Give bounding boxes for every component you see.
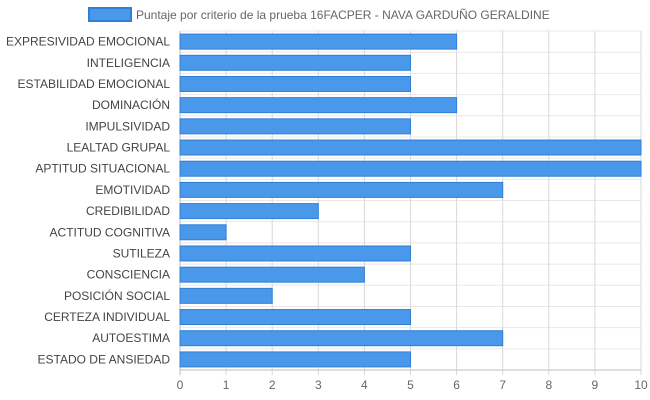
category-label: INTELIGENCIA [87,56,170,70]
x-tick-label: 6 [453,378,460,392]
category-label: POSICIÓN SOCIAL [64,288,170,303]
x-tick-label: 4 [361,378,368,392]
bar[interactable] [179,181,504,198]
bar[interactable] [179,118,411,135]
x-tick-label: 2 [269,378,276,392]
bar[interactable] [179,75,411,92]
bar[interactable] [179,309,411,326]
x-tick-label: 8 [545,378,552,392]
category-label: SUTILEZA [113,246,170,260]
category-label: EXPRESIVIDAD EMOCIONAL [6,35,170,49]
category-label: LEALTAD GRUPAL [67,141,171,155]
x-tick-label: 10 [634,378,648,392]
x-tick-label: 9 [592,378,599,392]
category-label: DOMINACIÓN [92,97,170,112]
bar[interactable] [179,351,411,368]
bar[interactable] [179,245,411,262]
bar[interactable] [179,287,273,304]
bar[interactable] [179,224,227,241]
legend-label[interactable]: Puntaje por criterio de la prueba 16FACP… [136,8,550,22]
category-label: APTITUD SITUACIONAL [35,162,170,176]
category-label: ESTADO DE ANSIEDAD [38,352,171,366]
category-labels: EXPRESIVIDAD EMOCIONAL INTELIGENCIA ESTABI… [6,35,170,367]
category-label: AUTOESTIMA [92,331,170,345]
x-tick-labels: 0 1 2 3 4 5 6 7 8 9 10 [177,378,648,392]
category-label: ESTABILIDAD EMOCIONAL [18,77,171,91]
bar[interactable] [179,203,319,220]
category-label: IMPULSIVIDAD [85,119,170,133]
bar[interactable] [179,139,642,156]
category-label: CONSCIENCIA [87,268,170,282]
category-label: EMOTIVIDAD [95,183,170,197]
x-tick-label: 0 [177,378,184,392]
category-label: ACTITUD COGNITIVA [50,225,170,239]
category-label: CREDIBILIDAD [86,204,170,218]
legend-swatch[interactable] [88,7,132,22]
bars [179,33,642,368]
x-tick-label: 3 [315,378,322,392]
bar[interactable] [179,33,458,50]
category-label: CERTEZA INDIVIDUAL [44,310,170,324]
bar[interactable] [179,97,458,114]
bar[interactable] [179,330,504,347]
bar[interactable] [179,160,642,177]
bar[interactable] [179,54,411,71]
legend[interactable]: Puntaje por criterio de la prueba 16FACP… [88,7,550,22]
x-tick-label: 5 [407,378,414,392]
bar[interactable] [179,266,365,283]
x-tick-label: 1 [223,378,230,392]
x-tick-label: 7 [499,378,506,392]
